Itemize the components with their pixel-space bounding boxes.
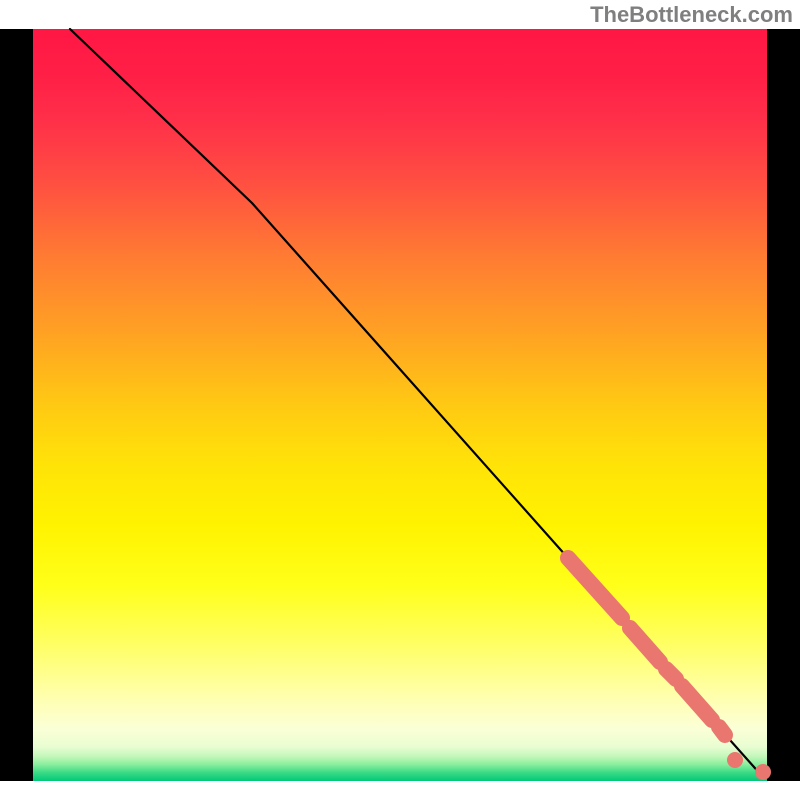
marker-capsule [719,727,725,735]
marker-capsule [568,558,622,618]
markers [568,558,771,780]
watermark-text: TheBottleneck.com [590,2,793,28]
marker-dot [755,764,771,780]
plot-overlay [0,0,800,800]
marker-dot [727,752,743,768]
marker-capsule [666,669,676,679]
marker-capsule [682,686,712,720]
marker-capsule [630,628,660,662]
